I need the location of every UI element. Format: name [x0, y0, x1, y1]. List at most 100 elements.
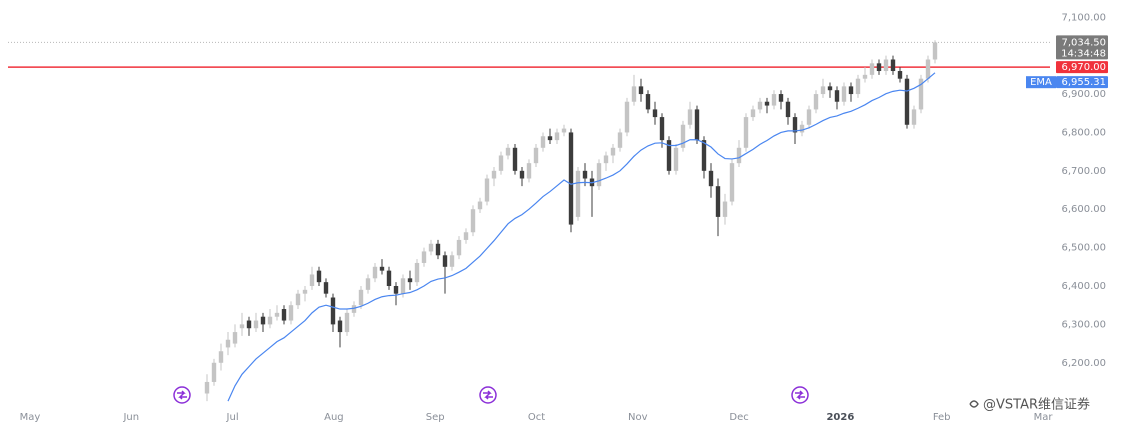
event-icon [479, 386, 497, 404]
y-tick-label: 6,600.00 [1061, 204, 1106, 215]
y-tick-label: 6,200.00 [1061, 358, 1106, 369]
candle-body [477, 201, 483, 210]
candle-body [533, 147, 539, 164]
candle-body [932, 42, 938, 60]
candle-body [792, 117, 798, 133]
candle-body [246, 320, 252, 329]
ema-value-label: 6,955.31 [1061, 77, 1106, 88]
event-icons [173, 386, 809, 404]
candle-body [575, 170, 581, 217]
x-tick-label: Oct [528, 412, 545, 423]
candle-body [386, 270, 392, 286]
candle-body [743, 117, 749, 148]
candle-body [484, 178, 490, 202]
candle-body [855, 78, 861, 95]
x-tick-label: Feb [933, 412, 951, 423]
candle-body [344, 312, 350, 333]
candle-body [883, 59, 889, 72]
price-line-box [1056, 61, 1108, 74]
candle-body [778, 94, 784, 102]
y-tick-label: 6,400.00 [1061, 281, 1106, 292]
event-icon-arrow [795, 390, 805, 400]
candle-body [785, 101, 791, 118]
candle-body [568, 132, 574, 225]
candle-body [512, 147, 518, 171]
candle-body [414, 262, 420, 283]
candle-body [449, 255, 455, 267]
candle-body [729, 163, 735, 202]
watermark: @VSTAR维信证券 [983, 397, 1090, 413]
candle-body [687, 109, 693, 125]
candle-body [918, 78, 924, 110]
x-tick-label: Mar [1034, 412, 1054, 423]
candle-body [393, 285, 399, 294]
candles [204, 40, 938, 402]
candle-body [358, 289, 364, 306]
x-tick-label: 2026 [826, 412, 854, 423]
event-icon [791, 386, 809, 404]
x-tick-label: May [20, 412, 41, 423]
candle-body [848, 86, 854, 95]
candle-body [708, 170, 714, 187]
candle-body [890, 59, 896, 72]
candle-body [764, 101, 770, 106]
candle-body [799, 124, 805, 133]
candle-body [834, 90, 840, 102]
candle-body [204, 381, 210, 394]
candle-body [526, 163, 532, 179]
candle-body [596, 163, 602, 187]
candle-body [638, 86, 644, 95]
y-tick-label: 6,300.00 [1061, 319, 1106, 330]
candle-body [407, 278, 413, 283]
event-icon [173, 386, 191, 404]
candle-body [554, 132, 560, 141]
candle-body [225, 339, 231, 348]
candle-body [288, 305, 294, 321]
candle-body [904, 78, 910, 125]
candle-body [302, 289, 308, 294]
candle-body [925, 59, 931, 79]
event-icon-arrow [177, 390, 187, 400]
candle-body [260, 316, 266, 325]
candle-body [330, 297, 336, 325]
candle-body [603, 155, 609, 164]
y-tick-label: 6,900.00 [1061, 89, 1106, 100]
candle-body [722, 201, 728, 217]
x-tick-label: Dec [729, 412, 748, 423]
x-tick-label: Sep [426, 412, 445, 423]
x-tick-label: Jun [122, 412, 139, 423]
candle-body [869, 63, 875, 75]
candle-body [680, 124, 686, 148]
candle-body [911, 109, 917, 125]
ema-line [227, 72, 936, 402]
candle-body [820, 86, 826, 95]
candle-body [771, 94, 777, 106]
candle-body [351, 305, 357, 313]
candle-body [267, 316, 273, 325]
candle-body [540, 136, 546, 148]
candle-body [666, 140, 672, 171]
last-price-box [1056, 35, 1108, 60]
last-price-label: 7,034.50 [1061, 37, 1106, 48]
candle-body [274, 312, 280, 317]
candle-body [309, 274, 315, 286]
candle-body [582, 170, 588, 179]
event-icon-arrow [483, 390, 493, 400]
candle-body [218, 351, 224, 363]
y-tick-label: 6,500.00 [1061, 243, 1106, 254]
candle-body [631, 86, 637, 102]
candle-body [659, 117, 665, 141]
ema-value-box [1056, 76, 1108, 89]
y-tick-label: 7,100.00 [1061, 12, 1106, 23]
price-line-label: 6,970.00 [1061, 62, 1106, 73]
candle-body [428, 243, 434, 252]
candle-body [211, 362, 217, 382]
candle-body [295, 293, 301, 306]
y-tick-label: 6,700.00 [1061, 166, 1106, 177]
candle-body [813, 94, 819, 110]
last-price-time: 14:34:48 [1061, 48, 1106, 59]
candle-body [736, 147, 742, 164]
candle-body [400, 278, 406, 294]
candle-body [610, 147, 616, 156]
